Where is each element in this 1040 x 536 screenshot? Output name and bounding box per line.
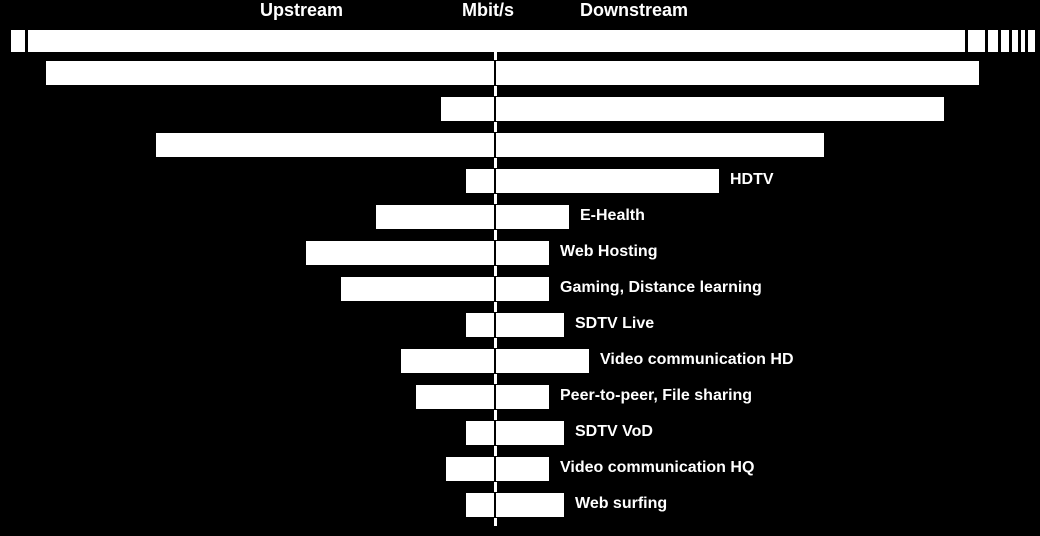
axis-upstream-tick bbox=[25, 30, 28, 52]
row-label: Video communication HD bbox=[600, 351, 794, 369]
chart-row bbox=[0, 60, 1040, 86]
axis-downstream-tick bbox=[1025, 30, 1028, 52]
bar-upstream bbox=[445, 456, 495, 482]
chart-row: Web surfing bbox=[0, 492, 1040, 518]
bar-upstream bbox=[465, 312, 495, 338]
chart-row bbox=[0, 132, 1040, 158]
bar-downstream bbox=[495, 456, 550, 482]
bar-downstream bbox=[495, 420, 565, 446]
bar-upstream bbox=[415, 384, 495, 410]
bar-downstream bbox=[495, 96, 945, 122]
bar-downstream bbox=[495, 492, 565, 518]
row-label: SDTV Live bbox=[575, 315, 654, 333]
bar-upstream bbox=[305, 240, 495, 266]
bar-upstream bbox=[465, 420, 495, 446]
header-unit: Mbit/s bbox=[462, 0, 514, 21]
bar-downstream bbox=[495, 60, 980, 86]
chart-header: Upstream Mbit/s Downstream bbox=[0, 0, 1040, 22]
row-label: Web Hosting bbox=[560, 243, 657, 261]
axis-downstream-bar bbox=[495, 30, 1035, 52]
axis-upstream-tick bbox=[8, 30, 11, 52]
axis-scale bbox=[0, 30, 1040, 52]
chart-row: SDTV VoD bbox=[0, 420, 1040, 446]
axis-downstream-tick bbox=[998, 30, 1001, 52]
row-label: SDTV VoD bbox=[575, 423, 653, 441]
row-label: Gaming, Distance learning bbox=[560, 279, 762, 297]
chart-row: Peer-to-peer, File sharing bbox=[0, 384, 1040, 410]
chart-row: Video communication HD bbox=[0, 348, 1040, 374]
bar-upstream bbox=[155, 132, 495, 158]
chart-row: SDTV Live bbox=[0, 312, 1040, 338]
chart-row: Video communication HQ bbox=[0, 456, 1040, 482]
axis-downstream-tick bbox=[985, 30, 988, 52]
row-label: HDTV bbox=[730, 171, 774, 189]
bar-downstream bbox=[495, 204, 570, 230]
bar-upstream bbox=[440, 96, 495, 122]
row-label: Web surfing bbox=[575, 495, 667, 513]
axis-downstream-tick bbox=[1009, 30, 1012, 52]
bar-downstream bbox=[495, 168, 720, 194]
bandwidth-chart: Upstream Mbit/s Downstream HDTV E-Health W… bbox=[0, 0, 1040, 536]
bar-upstream bbox=[400, 348, 495, 374]
bar-downstream bbox=[495, 276, 550, 302]
bar-downstream bbox=[495, 240, 550, 266]
row-label: Peer-to-peer, File sharing bbox=[560, 387, 752, 405]
chart-row: E-Health bbox=[0, 204, 1040, 230]
bar-downstream bbox=[495, 384, 550, 410]
header-upstream: Upstream bbox=[260, 0, 343, 21]
bar-upstream bbox=[340, 276, 495, 302]
bar-upstream bbox=[465, 168, 495, 194]
bar-downstream bbox=[495, 348, 590, 374]
chart-row: Web Hosting bbox=[0, 240, 1040, 266]
axis-upstream-bar bbox=[8, 30, 495, 52]
bar-upstream bbox=[465, 492, 495, 518]
chart-row: HDTV bbox=[0, 168, 1040, 194]
bar-upstream bbox=[375, 204, 495, 230]
chart-rows: HDTV E-Health Web Hosting Gaming, Distance … bbox=[0, 60, 1040, 528]
bar-upstream bbox=[45, 60, 495, 86]
bar-downstream bbox=[495, 132, 825, 158]
axis-downstream-tick bbox=[1018, 30, 1021, 52]
header-downstream: Downstream bbox=[580, 0, 688, 21]
row-label: E-Health bbox=[580, 207, 645, 225]
axis-downstream-tick bbox=[965, 30, 968, 52]
chart-row bbox=[0, 96, 1040, 122]
row-label: Video communication HQ bbox=[560, 459, 754, 477]
chart-row: Gaming, Distance learning bbox=[0, 276, 1040, 302]
bar-downstream bbox=[495, 312, 565, 338]
